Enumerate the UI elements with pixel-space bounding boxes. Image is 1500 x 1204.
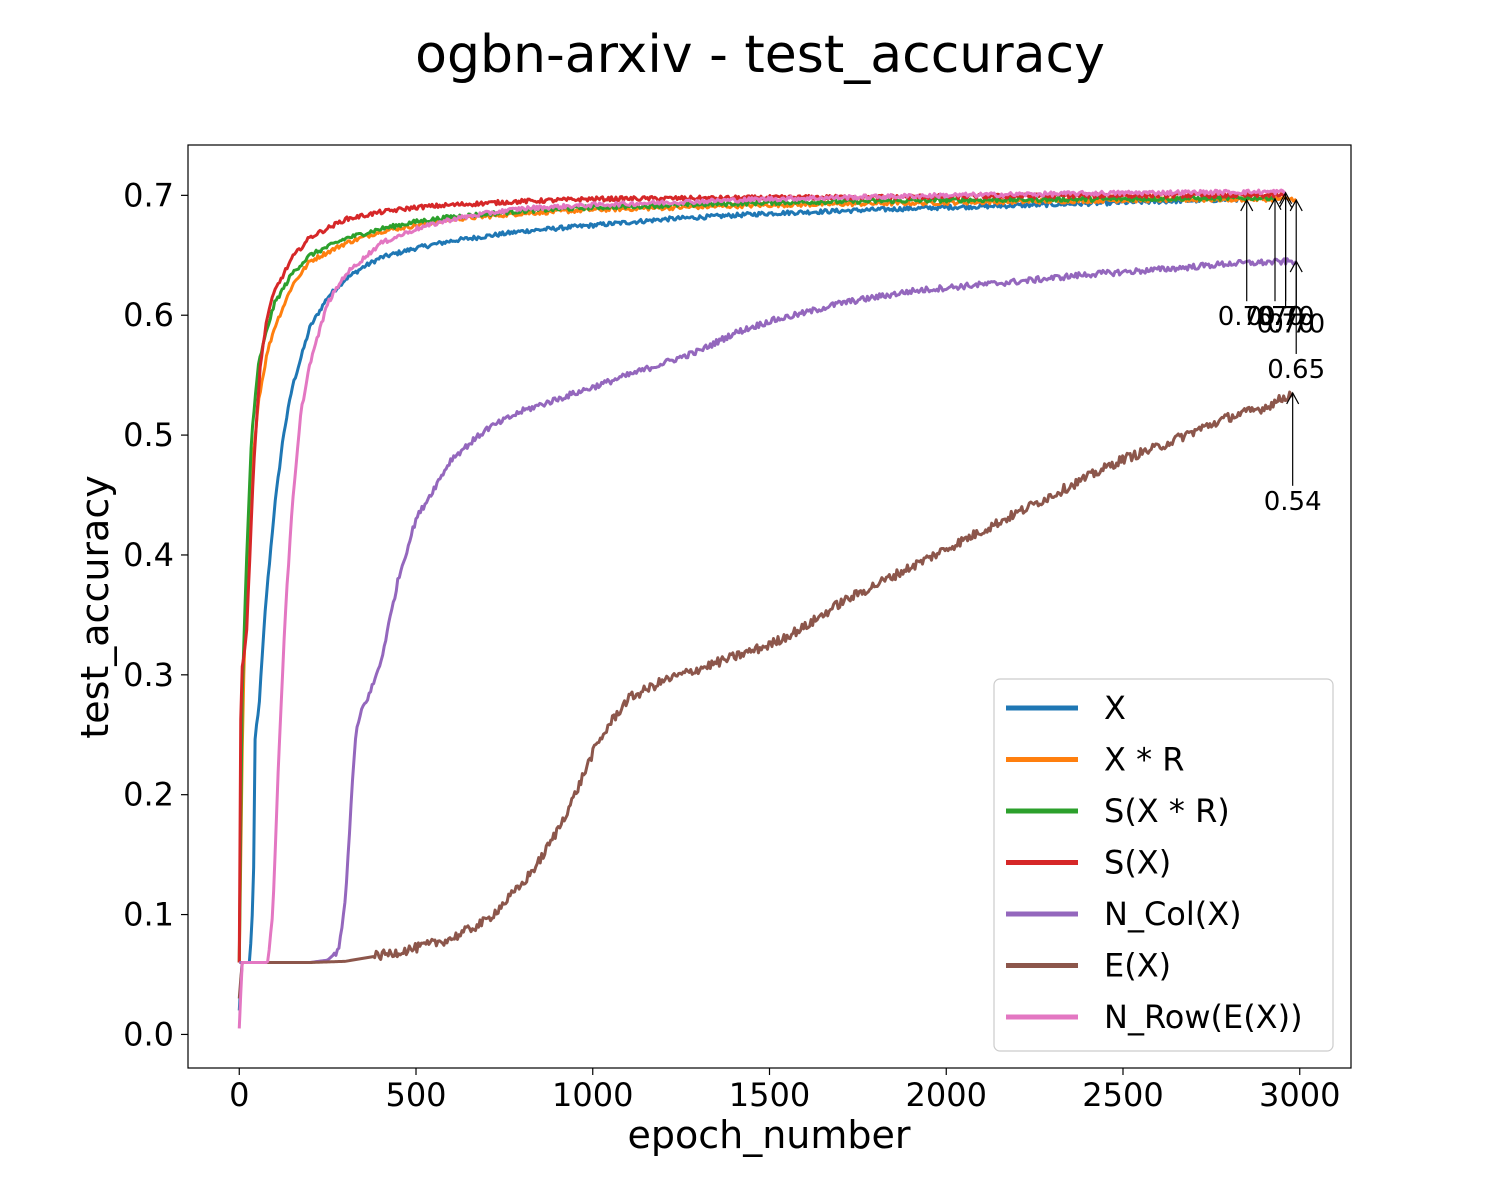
annotations-layer: 0.700.700.700.700.650.540.70: [1218, 191, 1325, 517]
x-tick-label-2500: 2500: [1082, 1076, 1163, 1114]
series-line-n-row-e-x: [237, 188, 1287, 1029]
chart-title: ogbn-arxiv - test_accuracy: [415, 25, 1105, 85]
legend-label-s-x-r: S(X * R): [1104, 792, 1230, 830]
y-tick-label-0.3: 0.3: [123, 656, 174, 694]
annotation-label-s-x: 0.70: [1257, 309, 1315, 339]
annotation-arrowhead-n-col-x: [1289, 259, 1303, 273]
series-line-s-x-r: [237, 194, 1277, 963]
legend-label-x: X: [1104, 689, 1126, 727]
y-tick-label-0.1: 0.1: [123, 896, 174, 934]
y-axis-label: test_accuracy: [73, 475, 117, 738]
annotation-label-n-row-e-x: 0.70: [1257, 302, 1315, 332]
y-tick-label-0.0: 0.0: [123, 1015, 174, 1053]
legend-label-s-x: S(X): [1104, 844, 1171, 882]
annotation-arrowhead-e-x: [1286, 391, 1300, 405]
annotation-arrowhead-x-r: [1289, 198, 1303, 212]
annotation-arrowhead-n-row-e-x: [1279, 191, 1293, 205]
legend-label-e-x: E(X): [1104, 947, 1171, 985]
series-layer: [237, 188, 1298, 1029]
annotation-label-n-col-x: 0.65: [1267, 355, 1325, 385]
annotation-label-s-x-r: 0.70: [1246, 302, 1304, 332]
legend-label-n-row-e-x: N_Row(E(X)): [1104, 998, 1303, 1036]
series-line-n-col-x: [239, 257, 1298, 965]
ticks-layer: 0 500 1000 1500 2000 2500 3000 0.0 0.1 0.2 0.3 0.4 0…: [123, 176, 1340, 1114]
x-tick-label-1500: 1500: [729, 1076, 810, 1114]
y-tick-label-0.6: 0.6: [123, 296, 174, 334]
x-tick-label-500: 500: [385, 1076, 446, 1114]
annotation-arrowhead-x: [1240, 198, 1254, 212]
legend-box: [993, 678, 1334, 1052]
legend: X X * R S(X * R) S(X) N_Col(X) E(X) N_Row(E(X)…: [993, 678, 1334, 1052]
series-line-e-x: [237, 390, 1294, 999]
x-tick-label-2000: 2000: [906, 1076, 987, 1114]
plot-frame: [187, 144, 1352, 1069]
x-axis-label: epoch_number: [627, 1113, 910, 1157]
x-tick-label-3000: 3000: [1259, 1076, 1340, 1114]
y-tick-label-0.5: 0.5: [123, 416, 174, 454]
annotation-label-e-x: 0.54: [1264, 487, 1322, 517]
legend-label-n-col-x: N_Col(X): [1104, 895, 1242, 933]
annotation-label-x: 0.70: [1218, 302, 1276, 332]
annotation-arrowhead-s-x-r: [1268, 197, 1282, 211]
y-tick-label-0.2: 0.2: [123, 776, 174, 814]
y-tick-label-0.4: 0.4: [123, 536, 174, 574]
legend-label-x-r: X * R: [1104, 741, 1185, 779]
x-tick-label-1000: 1000: [552, 1076, 633, 1114]
x-tick-label-0: 0: [229, 1076, 249, 1114]
y-tick-label-0.7: 0.7: [123, 176, 174, 214]
